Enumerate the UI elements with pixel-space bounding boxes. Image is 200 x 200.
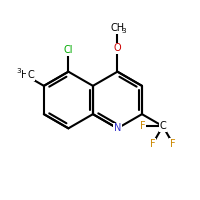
Text: N: N xyxy=(114,123,121,133)
Text: F: F xyxy=(170,139,176,149)
Text: F: F xyxy=(140,121,145,131)
Text: Cl: Cl xyxy=(64,45,73,55)
Text: 3: 3 xyxy=(121,28,126,34)
Text: C: C xyxy=(159,121,166,131)
Text: O: O xyxy=(114,43,121,53)
Text: H: H xyxy=(21,70,28,80)
Text: 3: 3 xyxy=(17,68,21,74)
Text: F: F xyxy=(150,139,155,149)
Text: C: C xyxy=(27,70,34,80)
Text: CH: CH xyxy=(110,23,125,33)
